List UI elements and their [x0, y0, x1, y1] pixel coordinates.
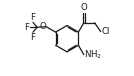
Text: F: F [30, 13, 36, 22]
Text: F: F [25, 23, 30, 32]
Text: O: O [80, 3, 87, 12]
Text: F: F [30, 33, 36, 42]
Text: O: O [39, 22, 46, 31]
Text: NH$_2$: NH$_2$ [84, 48, 102, 61]
Text: Cl: Cl [101, 27, 110, 36]
